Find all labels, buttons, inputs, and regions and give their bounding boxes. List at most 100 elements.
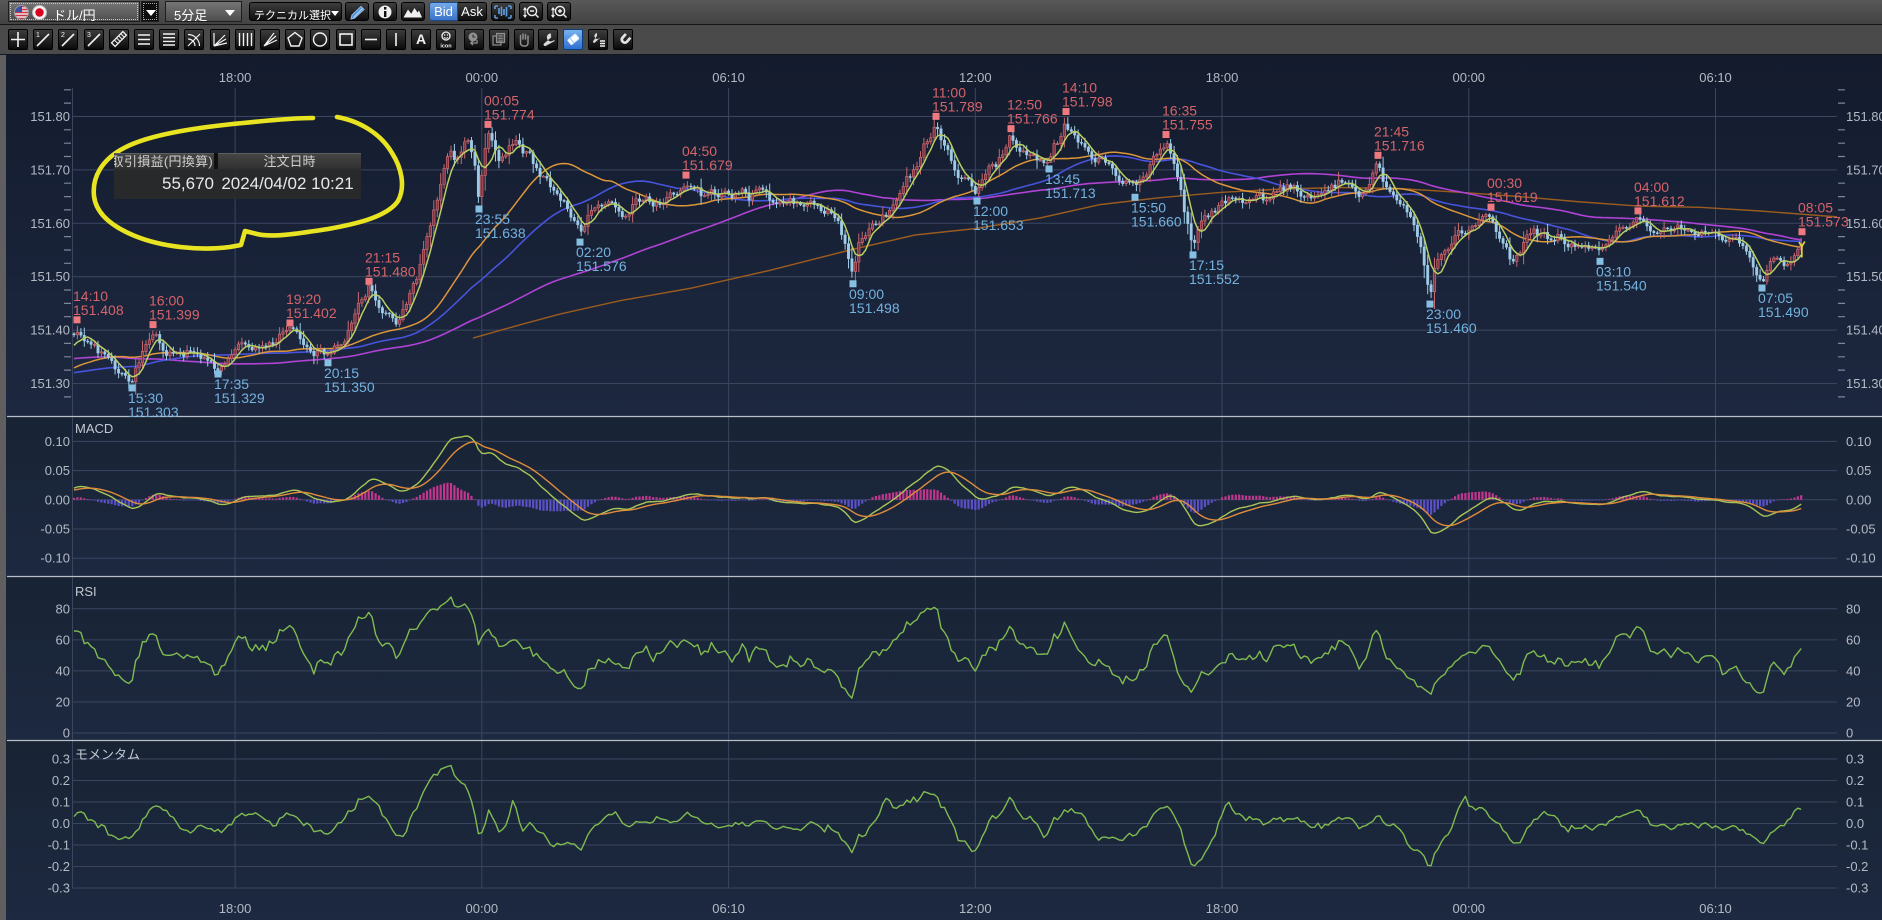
svg-text:0.3: 0.3 xyxy=(1846,752,1864,767)
svg-text:16:35: 16:35 xyxy=(1162,103,1197,119)
svg-text:0.05: 0.05 xyxy=(45,463,70,478)
svg-text:0.00: 0.00 xyxy=(45,492,70,507)
svg-text:151.789: 151.789 xyxy=(932,98,983,114)
svg-text:RSI: RSI xyxy=(75,584,97,599)
svg-text:151.679: 151.679 xyxy=(682,157,733,173)
svg-text:18:00: 18:00 xyxy=(1206,901,1239,916)
svg-text:19:20: 19:20 xyxy=(286,291,321,307)
svg-text:04:50: 04:50 xyxy=(682,143,717,159)
svg-text:0.1: 0.1 xyxy=(1846,795,1864,810)
svg-text:0.2: 0.2 xyxy=(1846,773,1864,788)
svg-text:18:00: 18:00 xyxy=(219,70,252,85)
svg-text:12:00: 12:00 xyxy=(959,70,992,85)
svg-text:14:10: 14:10 xyxy=(73,288,108,304)
svg-text:20: 20 xyxy=(1846,694,1860,709)
svg-text:0.10: 0.10 xyxy=(1846,434,1871,449)
svg-text:151.70: 151.70 xyxy=(30,162,70,177)
svg-text:06:10: 06:10 xyxy=(712,901,745,916)
svg-text:40: 40 xyxy=(1846,663,1860,678)
svg-text:0.05: 0.05 xyxy=(1846,463,1871,478)
svg-text:13:45: 13:45 xyxy=(1045,171,1080,187)
svg-text:15:30: 15:30 xyxy=(128,390,163,406)
svg-text:151.480: 151.480 xyxy=(365,263,416,279)
svg-text:80: 80 xyxy=(1846,601,1860,616)
svg-text:モメンタム: モメンタム xyxy=(75,747,140,762)
svg-text:151.80: 151.80 xyxy=(30,109,70,124)
svg-text:00:30: 00:30 xyxy=(1487,175,1522,191)
svg-text:151.576: 151.576 xyxy=(576,258,627,274)
svg-text:0.10: 0.10 xyxy=(45,434,70,449)
svg-text:18:00: 18:00 xyxy=(1206,70,1239,85)
svg-text:151.408: 151.408 xyxy=(73,302,124,318)
svg-text:12:50: 12:50 xyxy=(1007,97,1042,113)
svg-text:151.30: 151.30 xyxy=(1846,376,1882,391)
svg-text:0.2: 0.2 xyxy=(52,773,70,788)
svg-text:21:15: 21:15 xyxy=(365,249,400,265)
svg-text:151.460: 151.460 xyxy=(1426,320,1477,336)
svg-text:151.540: 151.540 xyxy=(1596,277,1647,293)
svg-text:151.40: 151.40 xyxy=(1846,323,1882,338)
svg-text:40: 40 xyxy=(56,663,70,678)
svg-text:60: 60 xyxy=(56,632,70,647)
svg-text:151.490: 151.490 xyxy=(1758,304,1809,320)
svg-text:12:00: 12:00 xyxy=(959,901,992,916)
svg-text:151.30: 151.30 xyxy=(30,376,70,391)
svg-text:06:10: 06:10 xyxy=(1699,901,1732,916)
svg-text:151.798: 151.798 xyxy=(1062,94,1113,110)
svg-text:04:00: 04:00 xyxy=(1634,179,1669,195)
svg-text:151.60: 151.60 xyxy=(1846,216,1882,231)
svg-text:18:00: 18:00 xyxy=(219,901,252,916)
svg-text:15:50: 15:50 xyxy=(1131,199,1166,215)
svg-text:-0.1: -0.1 xyxy=(48,838,70,853)
svg-text:0: 0 xyxy=(1846,726,1853,741)
svg-text:80: 80 xyxy=(56,601,70,616)
svg-text:-0.3: -0.3 xyxy=(48,881,70,896)
svg-text:60: 60 xyxy=(1846,632,1860,647)
svg-text:20: 20 xyxy=(56,694,70,709)
svg-text:151.70: 151.70 xyxy=(1846,162,1882,177)
svg-text:MACD: MACD xyxy=(75,421,113,436)
svg-text:151.50: 151.50 xyxy=(30,269,70,284)
svg-text:-0.2: -0.2 xyxy=(1846,859,1868,874)
svg-text:151.350: 151.350 xyxy=(324,379,375,395)
svg-text:icon: icon xyxy=(441,44,453,50)
svg-text:06:10: 06:10 xyxy=(712,70,745,85)
svg-text:00:00: 00:00 xyxy=(466,901,499,916)
svg-text:151.716: 151.716 xyxy=(1374,137,1425,153)
svg-text:03:10: 03:10 xyxy=(1596,263,1631,279)
svg-text:00:00: 00:00 xyxy=(1453,70,1486,85)
svg-text:-0.1: -0.1 xyxy=(1846,838,1868,853)
svg-text:151.573: 151.573 xyxy=(1798,214,1849,230)
svg-text:151.80: 151.80 xyxy=(1846,109,1882,124)
svg-text:151.612: 151.612 xyxy=(1634,193,1685,209)
svg-text:151.303: 151.303 xyxy=(128,404,179,420)
svg-text:3: 3 xyxy=(87,32,91,39)
svg-text:20:15: 20:15 xyxy=(324,365,359,381)
svg-text:09:00: 09:00 xyxy=(849,286,884,302)
svg-text:0.3: 0.3 xyxy=(52,752,70,767)
svg-text:11:00: 11:00 xyxy=(932,84,966,100)
svg-text:14:10: 14:10 xyxy=(1062,80,1097,96)
svg-text:21:45: 21:45 xyxy=(1374,123,1409,139)
svg-text:23:55: 23:55 xyxy=(475,211,510,227)
svg-text:2: 2 xyxy=(61,32,65,39)
svg-text:151.329: 151.329 xyxy=(214,390,265,406)
svg-text:151.713: 151.713 xyxy=(1045,185,1096,201)
svg-text:151.498: 151.498 xyxy=(849,300,900,316)
svg-text:-0.3: -0.3 xyxy=(1846,881,1868,896)
svg-text:-0.10: -0.10 xyxy=(40,551,70,566)
svg-text:151.402: 151.402 xyxy=(286,305,337,321)
svg-text:151.399: 151.399 xyxy=(149,307,200,323)
svg-text:16:00: 16:00 xyxy=(149,293,184,309)
svg-text:-0.2: -0.2 xyxy=(48,859,70,874)
svg-text:06:10: 06:10 xyxy=(1699,70,1732,85)
svg-text:151.755: 151.755 xyxy=(1162,117,1213,133)
svg-text:151.653: 151.653 xyxy=(973,217,1024,233)
svg-text:1: 1 xyxy=(36,32,40,39)
svg-text:0.00: 0.00 xyxy=(1846,492,1871,507)
svg-text:17:35: 17:35 xyxy=(214,376,249,392)
svg-text:-0.10: -0.10 xyxy=(1846,551,1876,566)
svg-text:08:05: 08:05 xyxy=(1798,200,1833,216)
svg-text:151.766: 151.766 xyxy=(1007,111,1058,127)
svg-text:00:00: 00:00 xyxy=(1453,901,1486,916)
